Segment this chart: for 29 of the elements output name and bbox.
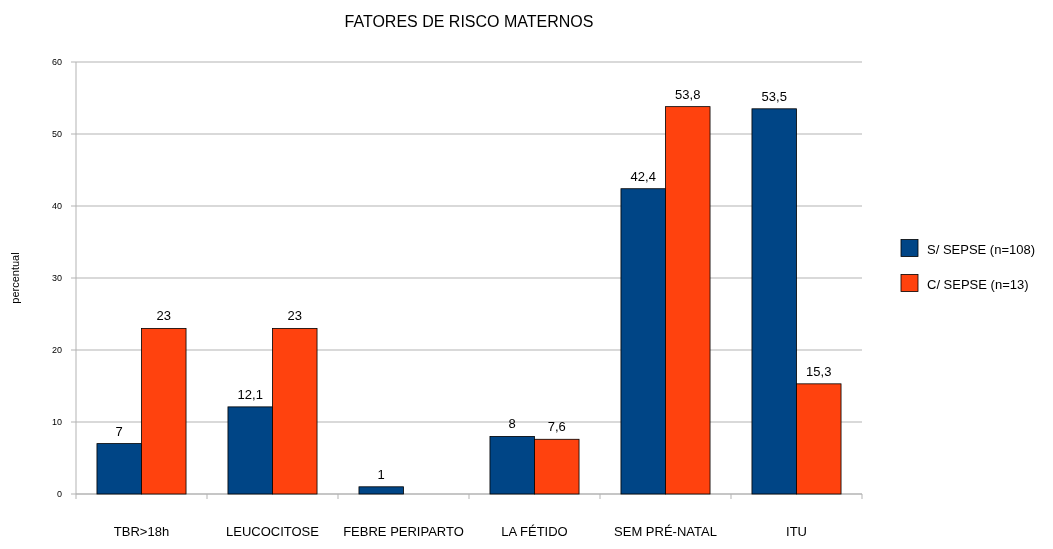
x-tick-label: FEBRE PERIPARTO <box>343 524 464 539</box>
legend-label: C/ SEPSE (n=13) <box>927 276 1029 292</box>
y-tick-label: 0 <box>56 489 62 499</box>
data-label: 23 <box>287 308 302 324</box>
chart-title: FATORES DE RISCO MATERNOS <box>344 13 594 30</box>
data-label: 7,6 <box>547 419 566 435</box>
data-label: 15,3 <box>806 363 832 379</box>
legend-label: S/ SEPSE (n=108) <box>927 241 1036 257</box>
x-tick-label: LA FÉTIDO <box>501 524 568 539</box>
x-tick-label: LEUCOCITOSE <box>226 524 320 539</box>
y-tick-label: 10 <box>51 417 62 427</box>
y-axis-title: percentual <box>9 252 21 304</box>
bar <box>358 486 404 495</box>
data-label: 8 <box>508 416 516 432</box>
data-label: 53,8 <box>675 86 701 102</box>
y-tick-label: 30 <box>51 273 62 283</box>
y-tick-label: 60 <box>51 57 62 67</box>
y-tick-label: 50 <box>51 129 62 139</box>
y-tick-label: 40 <box>51 201 62 211</box>
data-label: 1 <box>377 466 385 482</box>
data-label: 42,4 <box>630 168 656 184</box>
x-tick-label: TBR>18h <box>113 524 170 539</box>
data-label: 23 <box>156 308 171 324</box>
data-label: 7 <box>115 423 123 439</box>
x-tick-label: SEM PRÉ-NATAL <box>614 524 717 539</box>
x-tick-label: ITU <box>786 524 807 539</box>
data-label: 12,1 <box>237 386 263 402</box>
y-tick-label: 20 <box>51 345 62 355</box>
data-label: 53,5 <box>761 88 787 104</box>
